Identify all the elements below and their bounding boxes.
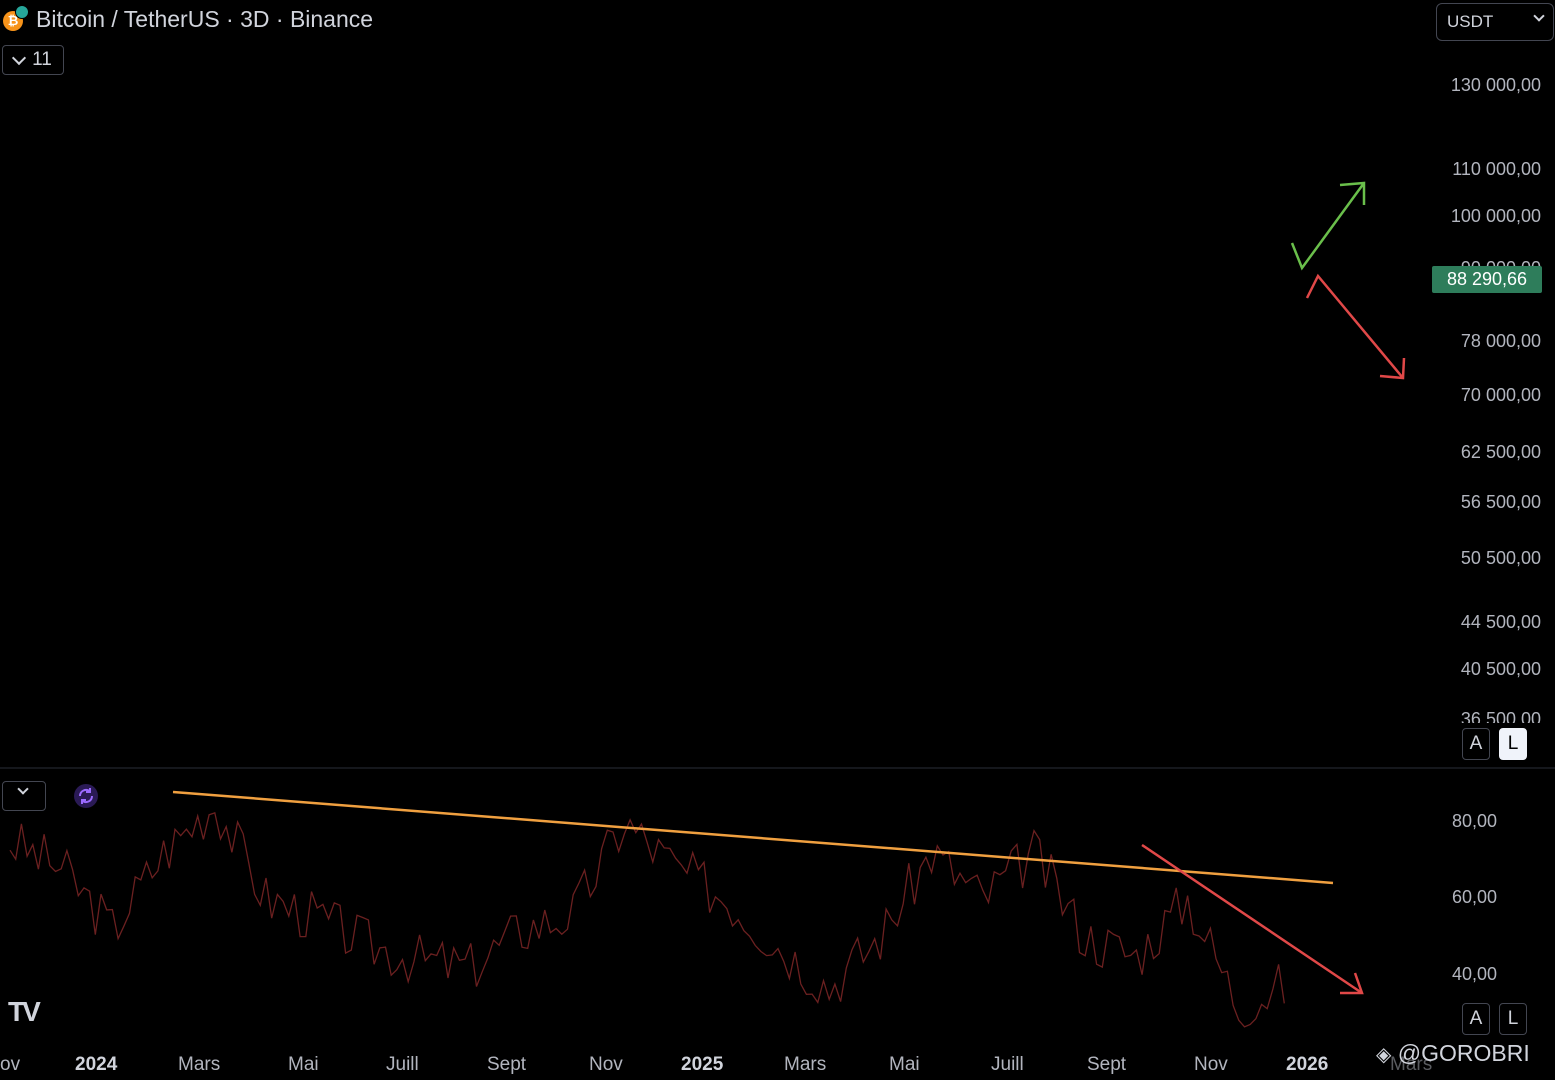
watermark-text: @GOROBRI: [1397, 1040, 1530, 1066]
time-label: Sept: [487, 1054, 527, 1075]
time-label: Nov: [589, 1054, 623, 1075]
rsi-label: 80,00: [1451, 811, 1497, 831]
price-label: 44 500,00: [1460, 612, 1541, 632]
time-label: 2024: [75, 1054, 118, 1075]
currency-value: USDT: [1447, 12, 1494, 31]
log-scale-button[interactable]: L: [1499, 728, 1527, 760]
refresh-icon[interactable]: [74, 784, 98, 808]
price-label: 50 500,00: [1460, 548, 1541, 568]
chevron-down-icon: [12, 50, 27, 65]
collapse-pane-button[interactable]: [2, 781, 46, 811]
indicators-toggle-button[interactable]: 11: [2, 45, 64, 75]
indicator-count: 11: [32, 49, 52, 70]
time-label: Juill: [991, 1054, 1024, 1075]
time-label: Mai: [288, 1054, 319, 1075]
rsi-down-arrow: [1141, 843, 1364, 995]
binance-icon: ◈: [1376, 1044, 1392, 1066]
symbol-title[interactable]: Bitcoin / TetherUS · 3D · Binance: [36, 6, 374, 32]
rsi-line: [9, 812, 1285, 1028]
tradingview-logo: TV: [8, 996, 41, 1027]
time-label: Juill: [386, 1054, 419, 1075]
time-label: Sept: [1087, 1054, 1127, 1075]
bullish-arrow: [1290, 181, 1366, 271]
currency-select[interactable]: USDT: [1436, 3, 1554, 41]
time-label: 2026: [1286, 1054, 1329, 1075]
time-label: Nov: [1194, 1054, 1228, 1075]
time-label: 2025: [681, 1054, 724, 1075]
price-label: 36 500,00: [1460, 709, 1541, 723]
price-label: 70 000,00: [1460, 385, 1541, 405]
rsi-pane: [9, 790, 1364, 1028]
price-label: 40 500,00: [1460, 659, 1541, 679]
price-label: 56 500,00: [1460, 492, 1541, 512]
author-watermark: ◈ @GOROBRI: [1376, 1040, 1530, 1067]
bearish-arrow: [1305, 273, 1406, 380]
rsi-label: 40,00: [1451, 964, 1497, 984]
rsi-log-scale-button[interactable]: L: [1499, 1003, 1527, 1035]
exchange-status-icon: [15, 5, 29, 19]
time-label: Mai: [889, 1054, 920, 1075]
time-label: Mars: [784, 1054, 827, 1075]
projection-arrows: [1290, 181, 1406, 380]
chevron-down-icon: [17, 783, 29, 795]
price-label: 100 000,00: [1450, 206, 1541, 226]
price-label: 130 000,00: [1450, 75, 1541, 95]
price-label: 78 000,00: [1460, 331, 1541, 351]
current-price-badge: 88 290,66: [1432, 266, 1542, 293]
time-label: Mars: [178, 1054, 221, 1075]
price-label: 62 500,00: [1460, 442, 1541, 462]
rsi-label: 60,00: [1451, 887, 1497, 907]
rsi-auto-scale-button[interactable]: A: [1462, 1003, 1490, 1035]
time-label: Mars: [1390, 1054, 1433, 1075]
auto-scale-button[interactable]: A: [1462, 728, 1490, 760]
price-label: 110 000,00: [1452, 159, 1541, 179]
time-label: ov: [0, 1054, 21, 1075]
chevron-down-icon: [1533, 10, 1545, 22]
rsi-trendline: [172, 790, 1334, 885]
